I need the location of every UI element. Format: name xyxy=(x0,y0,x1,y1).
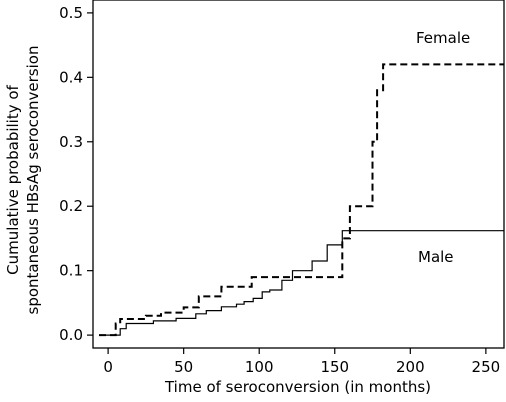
x-tick-label: 100 xyxy=(245,358,274,376)
x-tick-label: 200 xyxy=(396,358,425,376)
series-line-female xyxy=(99,63,504,337)
y-axis-title-line-2: spontaneous HBsAg seroconversion xyxy=(24,46,42,315)
series-line-male xyxy=(99,230,504,336)
x-axis: 0 50 100 150 200 250 xyxy=(103,348,500,376)
x-tick-label: 50 xyxy=(174,358,193,376)
series-label-male: Male xyxy=(418,248,454,266)
plot-frame xyxy=(92,0,505,349)
y-tick-label: 0.4 xyxy=(59,68,83,86)
y-axis: 0.0 0.1 0.2 0.3 0.4 0.5 xyxy=(59,4,93,344)
x-tick-label: 150 xyxy=(320,358,349,376)
y-tick-label: 0.3 xyxy=(59,133,83,151)
x-tick-label: 250 xyxy=(472,358,501,376)
y-tick-label: 0.0 xyxy=(59,326,83,344)
x-axis-title: Time of seroconversion (in months) xyxy=(164,378,431,396)
y-tick-label: 0.2 xyxy=(59,197,83,215)
series-label-female: Female xyxy=(416,29,470,47)
series-lines xyxy=(99,63,504,337)
y-axis-title-line-1: Cumulative probability of xyxy=(4,84,22,274)
y-tick-label: 0.1 xyxy=(59,262,83,280)
x-tick-label: 0 xyxy=(103,358,113,376)
y-tick-label: 0.5 xyxy=(59,4,83,22)
